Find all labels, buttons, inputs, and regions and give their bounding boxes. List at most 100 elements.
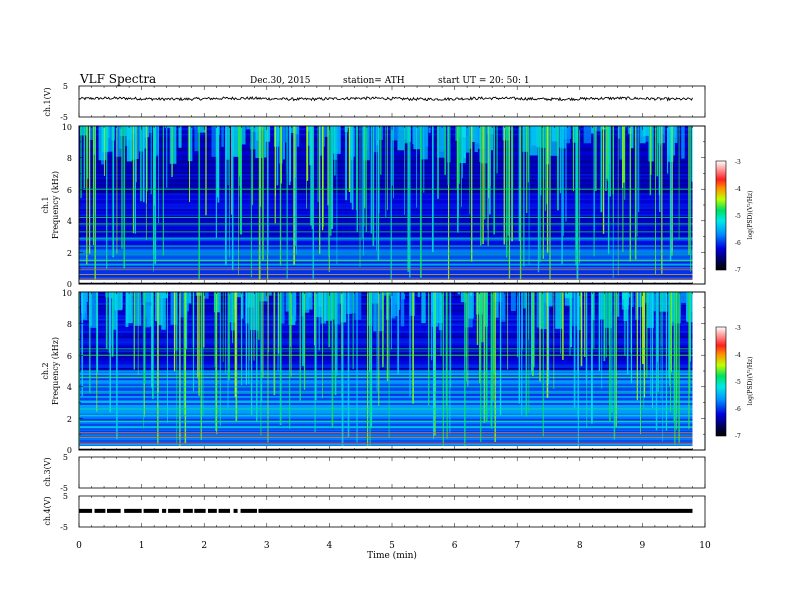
ch2-spec-band (79, 330, 693, 333)
time-axis-label: Time (min) (367, 550, 417, 561)
time-tick-0: 0 (76, 541, 82, 551)
ch2-spec-band (79, 356, 693, 360)
ch2-spec-band (79, 406, 693, 409)
ch2-spec-band (79, 339, 693, 342)
ch1-spec-upper-speckle (193, 126, 196, 129)
ch2-spec-band (79, 379, 693, 383)
ch2-spec-upper-speckle (157, 292, 163, 326)
ch1-spec-upper-speckle (197, 126, 206, 133)
ch2-spec-upper-speckle (320, 292, 327, 324)
ch1-spec-upper-speckle (116, 126, 124, 129)
ch1-spec-ylabel-ch: ch.1 (41, 196, 50, 213)
ch1-spec-band (79, 268, 693, 271)
ch2-spec-upper-speckle (631, 292, 634, 307)
ch1-spec-band (79, 255, 693, 259)
ch2-spec-upper-speckle (89, 292, 93, 327)
ch2-spec-band (79, 306, 693, 309)
ch2-spec-band (79, 314, 693, 318)
ch2-spec-band (79, 369, 693, 372)
ch1-spec-band (79, 233, 693, 236)
ch2-spec-band (79, 349, 693, 353)
ch1-spec-upper-speckle (541, 126, 547, 148)
ch1-spec-band (79, 271, 693, 274)
ch4-trace-segment (233, 508, 238, 513)
ch2-spec-band (79, 316, 693, 319)
ch2-spec-band (79, 437, 693, 440)
ch1-waveform-frame (78, 85, 706, 118)
time-tick-6: 6 (452, 541, 458, 551)
ch1-spec-upper-speckle (551, 126, 559, 142)
ch2-spec-band (79, 409, 693, 412)
ch2-spec-upper-speckle (285, 292, 290, 312)
ch1-spec-bottom-edge (79, 282, 693, 285)
ch2-spec-band (79, 432, 693, 435)
ch1-spec-upper-speckle (529, 126, 538, 156)
ch2-spec-upper-speckle (308, 292, 312, 298)
ch1-spec-upper-speckle (211, 126, 219, 157)
ch2-spec-band (79, 328, 693, 332)
ch1-spec-upper-speckle (681, 126, 685, 159)
ch2-spec-band (79, 351, 693, 354)
ch1-spec-upper-speckle (470, 126, 478, 142)
figure-title: VLF Spectra (79, 72, 156, 86)
ch2-spec-band (79, 332, 693, 335)
ch1-spec-band (79, 227, 693, 231)
ch2-spec-band (79, 434, 693, 437)
ch1-spec-upper-speckle (413, 126, 421, 150)
ch1-spec-band (79, 276, 693, 280)
ch2-spec-band (79, 390, 693, 393)
ch1-spec-upper-speckle (106, 126, 114, 152)
ch1-spec-upper-speckle (595, 126, 602, 132)
ch2-spec-upper-speckle (161, 292, 166, 330)
ch4-ylabel: ch.4(V) (43, 496, 52, 525)
ch2-spec-band (79, 341, 693, 344)
ch2-spec-upper-speckle (293, 292, 297, 322)
ch1-cbar-label: log(PSD)(V²/Hz) (747, 191, 754, 240)
ch1-spec-upper-speckle (480, 126, 488, 164)
ch2-spec-upper-speckle (536, 292, 542, 328)
ch2-spec-band (79, 367, 693, 370)
ch2-spec-bottom-edge (79, 448, 693, 451)
ch2-spec-upper-speckle (678, 292, 687, 303)
ch4-trace-segment (94, 508, 106, 513)
ch1-cbar-tick-m6: -6 (735, 240, 741, 247)
ch1-spec-band (79, 257, 693, 260)
ch2-spec-band (79, 342, 693, 346)
ch2-spec-band (79, 307, 693, 311)
ch2-spec-band (79, 400, 693, 404)
ch2-spec-upper-speckle (564, 292, 572, 306)
ch1-spec-band (79, 252, 693, 255)
ch2-spec-band (79, 378, 693, 381)
ch1-spec-band (79, 266, 693, 269)
ch2-spec-upper-speckle (571, 292, 580, 327)
time-tick-8: 8 (577, 541, 583, 551)
ch2-spec-upper-speckle (421, 292, 426, 324)
ch2-spec-upper-speckle (391, 292, 399, 317)
ch1-spec-band (79, 245, 693, 248)
ch1-spec-upper-speckle (129, 126, 136, 160)
ch2-spec-band (79, 381, 693, 384)
ch2-spec-upper-speckle (460, 292, 466, 303)
ch1-spec-band (79, 254, 693, 257)
ch2-spectrogram-image (79, 292, 705, 451)
ch1-spec-upper-speckle (250, 126, 257, 150)
ch2-spec-upper-speckle (114, 292, 123, 311)
ch1-spec-upper-speckle (296, 126, 299, 135)
ch2-spec-upper-speckle (523, 292, 527, 309)
ch2-spec-upper-speckle (348, 292, 357, 314)
header-start-time: start UT = 20: 50: 1 (438, 76, 530, 86)
ch1-spec-upper-speckle (565, 126, 571, 144)
ch2-spec-band (79, 428, 693, 432)
ch2-spec-upper-speckle (340, 292, 347, 323)
ch2-freq-tick-6: 6 (67, 352, 72, 361)
ch2-spec-band (79, 302, 693, 305)
ch2-spec-upper-speckle (125, 292, 129, 327)
ch1-spec-upper-speckle (178, 126, 182, 148)
ch2-colorbar: -3 -4 -5 -6 -7 log(PSD)(V²/Hz) (715, 325, 754, 440)
ch1-spec-band (79, 236, 693, 239)
time-tick-7: 7 (514, 541, 520, 551)
ch1-spectrogram-image (79, 126, 705, 285)
ch1-spec-band (79, 224, 693, 227)
header-date: Dec.30, 2015 (250, 76, 311, 86)
ch1-spec-band (79, 264, 693, 267)
